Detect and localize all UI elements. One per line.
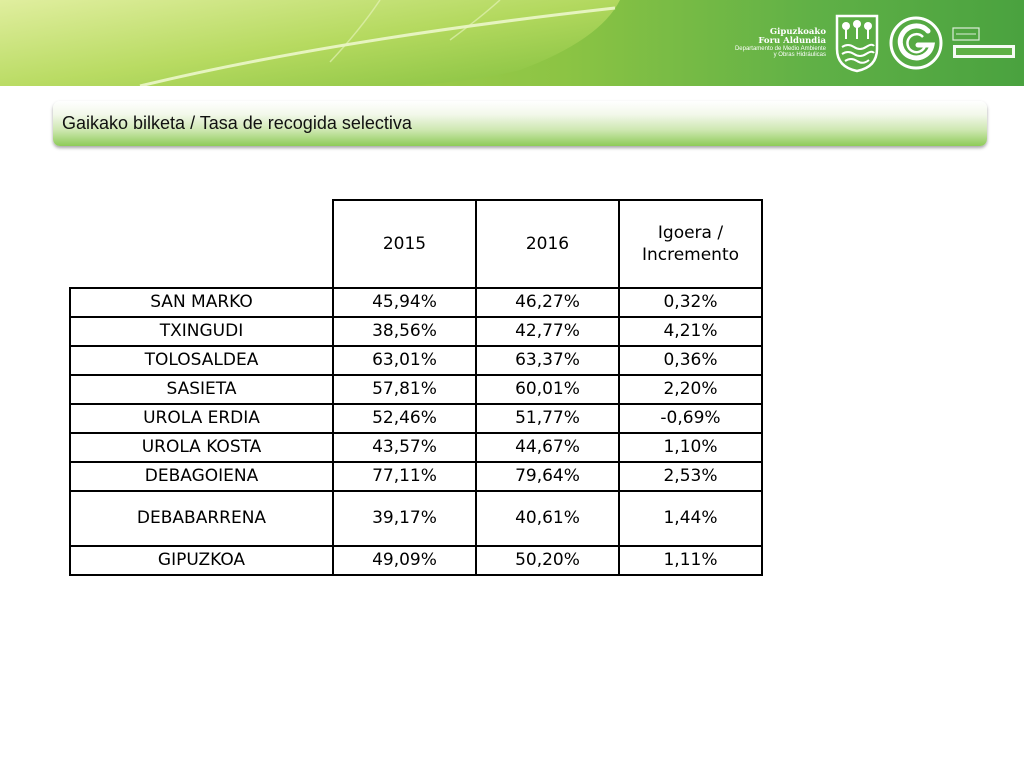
increment-header-line1: Igoera /: [657, 222, 724, 243]
department-line1: Departamento de Medio Ambiente: [734, 45, 826, 52]
column-header-2016: 2016: [475, 199, 620, 289]
value-2015-cell: 49,09%: [332, 545, 477, 576]
value-2016-cell: 42,77%: [475, 316, 620, 347]
brand-block: Gipuzkoako Foru Aldundia Departamento de…: [735, 12, 1016, 74]
value-2016-cell: 79,64%: [475, 461, 620, 492]
value-2016-cell: 44,67%: [475, 432, 620, 463]
header-corner-cell: [70, 200, 334, 289]
increment-cell: 2,20%: [618, 374, 763, 405]
region-cell: UROLA KOSTA: [69, 432, 334, 463]
page-title: Gaikako bilketa / Tasa de recogida selec…: [62, 113, 412, 133]
increment-cell: 2,53%: [618, 461, 763, 492]
region-cell: SASIETA: [69, 374, 334, 405]
value-2015-cell: 57,81%: [332, 374, 477, 405]
org-name-line1: Gipuzkoako: [769, 26, 826, 37]
value-2015-cell: 63,01%: [332, 345, 477, 376]
increment-header-line2: Incremento: [641, 245, 740, 265]
table-row: TXINGUDI 38,56% 42,77% 4,21%: [69, 316, 763, 347]
value-2016-cell: 46,27%: [475, 287, 620, 318]
table-row: DEBAGOIENA 77,11% 79,64% 2,53%: [69, 461, 763, 492]
coat-of-arms-emblem: [835, 14, 879, 73]
department-line2: y Obras Hidráulicas: [773, 51, 826, 58]
leaf-image: [0, 0, 620, 86]
increment-cell: 1,44%: [618, 490, 763, 547]
g-logo-icon: [889, 16, 943, 70]
header-banner: Gipuzkoako Foru Aldundia Departamento de…: [0, 0, 1024, 86]
increment-cell: 1,10%: [618, 432, 763, 463]
value-2015-cell: 45,94%: [332, 287, 477, 318]
org-name-line2: Foru Aldundia: [758, 35, 826, 46]
region-cell: TOLOSALDEA: [69, 345, 334, 376]
table-row: UROLA ERDIA 52,46% 51,77% -0,69%: [69, 403, 763, 434]
region-cell: DEBABARRENA: [69, 490, 334, 547]
increment-cell: -0,69%: [618, 403, 763, 434]
table-row: DEBABARRENA 39,17% 40,61% 1,44%: [69, 490, 763, 547]
value-2016-cell: 51,77%: [475, 403, 620, 434]
value-2015-cell: 38,56%: [332, 316, 477, 347]
region-cell: TXINGUDI: [69, 316, 334, 347]
brand-text: Gipuzkoako Foru Aldundia Departamento de…: [734, 26, 826, 58]
table-row: TOLOSALDEA 63,01% 63,37% 0,36%: [69, 345, 763, 376]
table-header-row: 2015 2016 Igoera / Incremento: [70, 199, 763, 289]
title-bar: Gaikako bilketa / Tasa de recogida selec…: [53, 101, 987, 146]
collection-rate-table: 2015 2016 Igoera / Incremento SAN MARKO …: [69, 199, 763, 576]
column-header-increment: Igoera / Incremento: [618, 199, 763, 289]
value-2015-cell: 77,11%: [332, 461, 477, 492]
value-2016-cell: 63,37%: [475, 345, 620, 376]
increment-cell: 1,11%: [618, 545, 763, 576]
column-header-2015: 2015: [332, 199, 477, 289]
region-cell: GIPUZKOA: [69, 545, 334, 576]
orain-gipuzkoa-wordmark: [952, 27, 1015, 58]
value-2016-cell: 40,61%: [475, 490, 620, 547]
table-row: SAN MARKO 45,94% 46,27% 0,32%: [69, 287, 763, 318]
value-2016-cell: 60,01%: [475, 374, 620, 405]
region-cell: DEBAGOIENA: [69, 461, 334, 492]
table-row: UROLA KOSTA 43,57% 44,67% 1,10%: [69, 432, 763, 463]
region-cell: SAN MARKO: [69, 287, 334, 318]
value-2015-cell: 39,17%: [332, 490, 477, 547]
value-2015-cell: 43,57%: [332, 432, 477, 463]
value-2016-cell: 50,20%: [475, 545, 620, 576]
increment-cell: 0,36%: [618, 345, 763, 376]
region-cell: UROLA ERDIA: [69, 403, 334, 434]
table-total-row: GIPUZKOA 49,09% 50,20% 1,11%: [69, 545, 763, 576]
table-row: SASIETA 57,81% 60,01% 2,20%: [69, 374, 763, 405]
increment-cell: 0,32%: [618, 287, 763, 318]
value-2015-cell: 52,46%: [332, 403, 477, 434]
increment-cell: 4,21%: [618, 316, 763, 347]
